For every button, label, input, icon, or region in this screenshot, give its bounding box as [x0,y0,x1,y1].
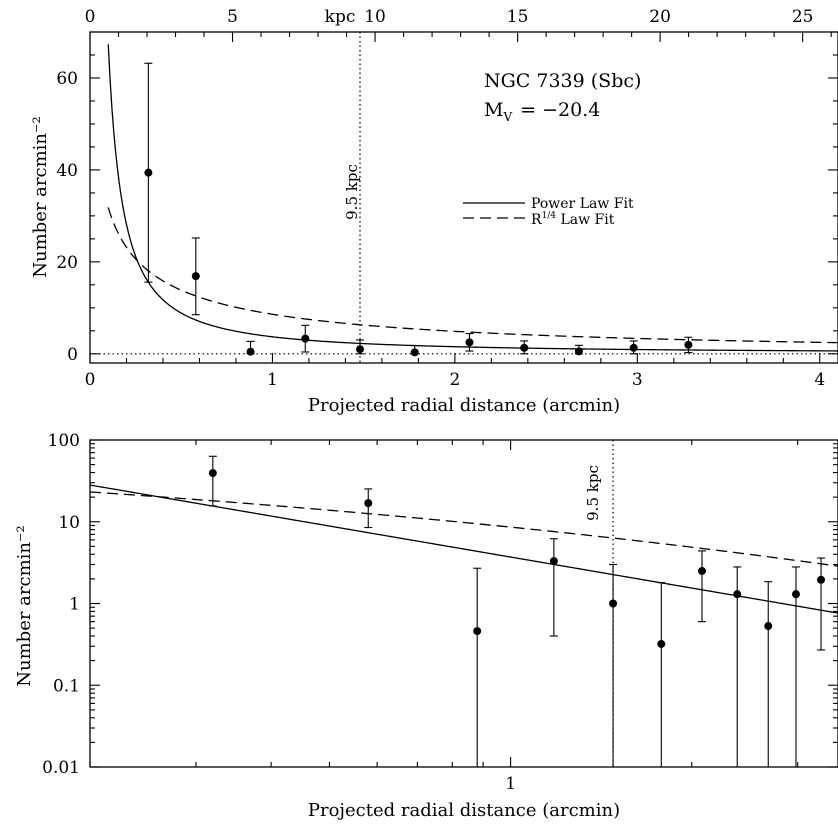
bottom-y-tick-label: 0.01 [42,758,80,778]
top-fit-group [107,44,838,352]
bottom-panel: 0.01 0.1 1 10 100 1 Projected radial distance … [14,431,838,821]
bottom-plot-frame [89,439,838,768]
top-x-tick-label: 3 [632,370,643,390]
top-kpc-tick-label: 25 [792,7,814,27]
bottom-y-tick-label: 0.1 [53,676,80,696]
bottom-data-point [549,557,558,566]
bottom-y-tick-label: 100 [48,431,80,451]
bottom-y-tick-label: 10 [58,513,80,533]
top-kpc-tick-label: 0 [85,7,96,27]
bottom-data-point [473,627,482,636]
bottom-y-axis-label: Number arcmin⁻² [14,525,35,686]
magnitude-prefix: M [484,99,503,121]
top-x-tick-label: 0 [85,370,96,390]
top-data-point [520,343,529,352]
bottom-power-law-line [90,484,838,614]
bottom-kpc-marker-label: 9.5 kpc [584,465,602,521]
top-x-tick-label: 2 [449,370,460,390]
legend-r14-suffix: Law Fit [556,212,615,228]
top-kpc-tick-label: 15 [507,7,529,27]
bottom-r14-law-line [90,491,838,567]
top-data-point [465,338,474,347]
top-data-point [144,168,153,177]
magnitude-value: = −20.4 [520,99,600,121]
bottom-fit-group [90,484,838,614]
top-power-law-line [107,44,838,352]
top-kpc-marker-label: 9.5 kpc [343,164,361,220]
top-y-axis-label: Number arcmin⁻² [30,116,51,277]
bottom-data-point [698,566,707,575]
top-galaxy-magnitude: MV = −20.4 [484,99,600,124]
bottom-data-point [733,590,742,599]
top-y-tick-label: 60 [56,69,78,89]
top-kpc-tick-label: 5 [227,7,238,27]
bottom-data-point [817,575,826,584]
top-kpc-tick-label: 10 [364,7,386,27]
bottom-x-axis-label: Projected radial distance (arcmin) [308,800,620,821]
legend-r14-sup: 1/4 [542,211,557,221]
bottom-data-point [791,590,800,599]
bottom-data-point [657,639,666,648]
top-data-point [301,334,310,343]
top-x-axis-label: Projected radial distance (arcmin) [308,395,620,416]
top-x-tick-label: 1 [267,370,278,390]
bottom-data-point [764,622,773,631]
bottom-data-point [609,599,618,608]
top-data-point [356,345,365,354]
bottom-y-tick-label: 1 [69,595,80,615]
top-y-tick-label: 20 [56,253,78,273]
bottom-x-tick-label: 1 [505,774,516,794]
top-plot-frame [89,31,838,364]
top-r14-law-line [107,207,838,344]
bottom-data-point [364,499,373,508]
top-y-tick-label: 0 [67,345,78,365]
top-x-tick-label: 4 [814,370,825,390]
top-kpc-tick-label: 20 [649,7,671,27]
magnitude-band: V [502,110,512,124]
top-data-point [574,347,583,356]
top-data-point [684,340,693,349]
top-data-point [629,343,638,352]
top-data-point [410,348,419,357]
top-data-point [191,272,200,281]
legend-r14-base: R [531,212,542,228]
legend-r14-law-label: R1/4 Law Fit [531,211,615,228]
top-galaxy-name: NGC 7339 (Sbc) [484,70,641,92]
legend-power-law-label: Power Law Fit [531,196,634,212]
top-kpc-axis-label: kpc [325,7,356,27]
bottom-data-point [208,469,217,478]
top-data-point [246,347,255,356]
top-y-tick-label: 40 [56,161,78,181]
